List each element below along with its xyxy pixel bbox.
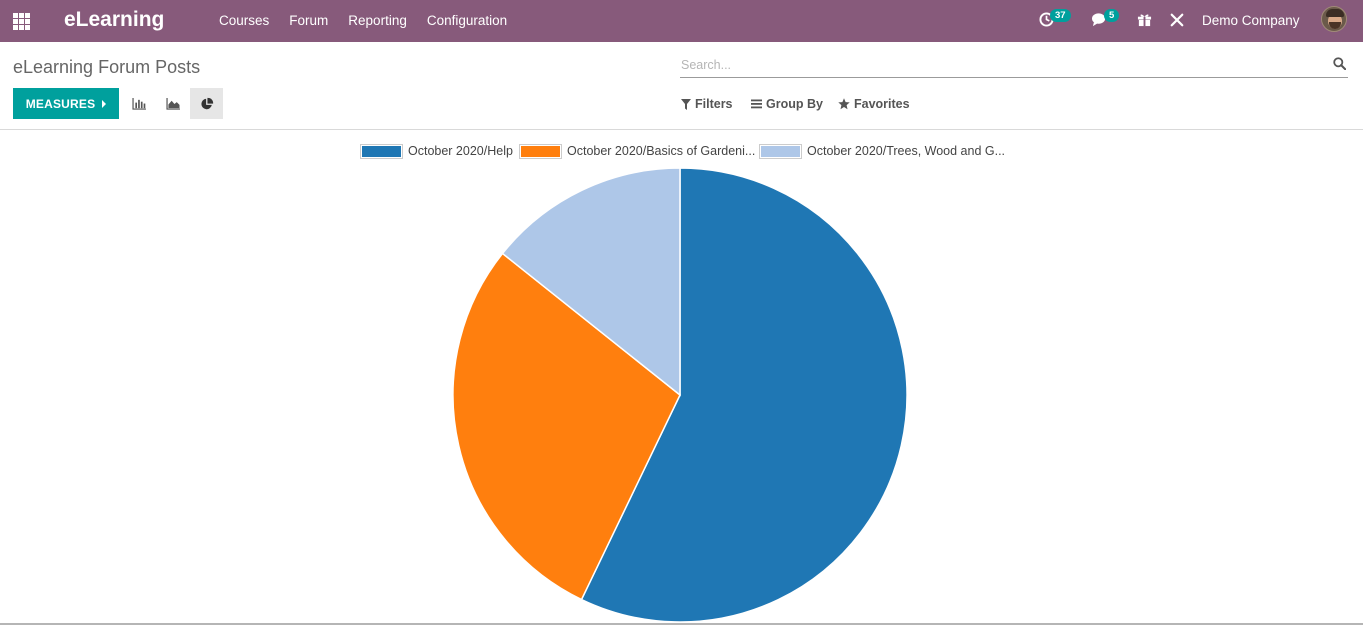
- user-avatar[interactable]: [1321, 6, 1347, 32]
- menu-item-forum[interactable]: Forum: [289, 13, 329, 28]
- pie-chart: [452, 167, 908, 623]
- legend-label: October 2020/Trees, Wood and G...: [807, 144, 1006, 158]
- filters-dropdown[interactable]: Filters: [681, 97, 733, 111]
- measures-label: MEASURES: [25, 96, 96, 111]
- search-bar: [680, 54, 1348, 78]
- legend-swatch: [759, 143, 802, 159]
- legend-label: October 2020/Help: [408, 144, 513, 158]
- menu-item-courses[interactable]: Courses: [219, 13, 270, 28]
- messages-count-badge: 5: [1104, 9, 1120, 22]
- gift-icon[interactable]: [1137, 12, 1152, 31]
- group-by-label: Group By: [766, 97, 823, 111]
- menu-item-configuration[interactable]: Configuration: [426, 13, 508, 28]
- menu-item-reporting[interactable]: Reporting: [348, 13, 407, 28]
- pie-slice-1[interactable]: [580, 167, 908, 623]
- main-menu: Courses Forum Reporting Configuration: [219, 13, 527, 28]
- search-input[interactable]: [680, 54, 1320, 76]
- area-chart-icon: [166, 97, 180, 110]
- page-title: eLearning Forum Posts: [13, 57, 201, 77]
- pie-slice-3[interactable]: [501, 167, 681, 397]
- apps-menu-icon[interactable]: [13, 13, 30, 30]
- bar-chart-icon: [132, 97, 146, 110]
- legend-label: October 2020/Basics of Gardeni...: [567, 144, 756, 158]
- caret-right-icon: [102, 99, 107, 108]
- control-panel: eLearning Forum Posts MEASURES Filters G…: [0, 42, 1363, 130]
- group-by-dropdown[interactable]: Group By: [751, 97, 823, 111]
- legend-swatch: [360, 143, 403, 159]
- pie-slice-2[interactable]: [452, 252, 681, 601]
- line-chart-view-button[interactable]: [157, 88, 190, 119]
- bar-chart-view-button[interactable]: [123, 88, 156, 119]
- graph-view: October 2020/Help October 2020/Basics of …: [0, 131, 1363, 625]
- legend-item-2[interactable]: October 2020/Basics of Gardeni...: [519, 143, 756, 159]
- filter-icon: [681, 98, 691, 110]
- top-navbar: eLearning Courses Forum Reporting Config…: [0, 0, 1363, 42]
- activity-count-badge: 37: [1050, 9, 1071, 22]
- list-icon: [751, 99, 762, 109]
- star-icon: [838, 98, 850, 110]
- favorites-dropdown[interactable]: Favorites: [838, 97, 910, 111]
- bottom-border: [0, 623, 1363, 625]
- search-icon[interactable]: [1333, 57, 1347, 71]
- company-switcher[interactable]: Demo Company: [1202, 13, 1300, 28]
- app-brand[interactable]: eLearning: [64, 8, 165, 31]
- legend-item-3[interactable]: October 2020/Trees, Wood and G...: [759, 143, 1006, 159]
- debug-tools-icon[interactable]: [1170, 13, 1184, 31]
- legend-item-1[interactable]: October 2020/Help: [360, 143, 513, 159]
- filters-label: Filters: [695, 97, 733, 111]
- messages-icon[interactable]: [1091, 12, 1108, 31]
- pie-chart-view-button[interactable]: [190, 88, 223, 119]
- pie-chart-icon: [200, 97, 213, 109]
- measures-button[interactable]: MEASURES: [13, 88, 119, 119]
- legend-swatch: [519, 143, 562, 159]
- favorites-label: Favorites: [854, 97, 910, 111]
